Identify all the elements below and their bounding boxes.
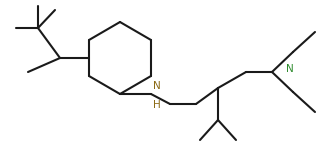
Text: H: H xyxy=(153,100,161,110)
Text: N: N xyxy=(153,81,161,91)
Text: N: N xyxy=(286,64,294,74)
